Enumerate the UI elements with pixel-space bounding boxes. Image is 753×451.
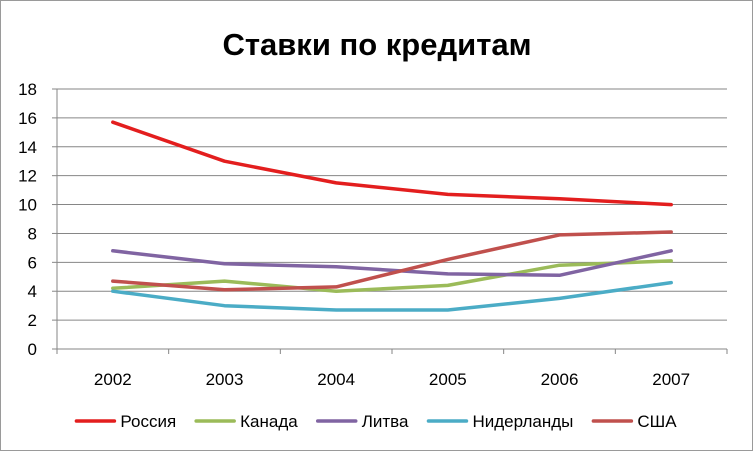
chart-title: Ставки по кредитам [222, 27, 531, 62]
y-tick-label: 18 [18, 80, 37, 99]
series-line-5 [111, 230, 673, 292]
legend-label: Канада [240, 412, 298, 431]
y-tick-label: 14 [18, 138, 37, 157]
x-tick-label: 2006 [541, 370, 579, 389]
x-tick-label: 2004 [317, 370, 355, 389]
legend-label: Литва [362, 412, 409, 431]
legend: Россия Канада Литва Нидерланды США [74, 412, 677, 431]
series-line-3 [111, 249, 673, 278]
x-tick-labels: 2002 2003 2004 2005 2006 2007 [94, 370, 690, 389]
x-tick-label: 2005 [429, 370, 467, 389]
y-tick-label: 0 [28, 340, 37, 359]
grid-lines [57, 88, 727, 321]
y-tick-labels: 0 2 4 6 8 10 12 14 16 18 [18, 80, 37, 359]
y-tick-label: 6 [28, 253, 37, 272]
x-tick-label: 2002 [94, 370, 132, 389]
y-tick-label: 12 [18, 167, 37, 186]
y-tick-label: 4 [28, 282, 37, 301]
x-tick-label: 2003 [206, 370, 244, 389]
y-tick-label: 10 [18, 196, 37, 215]
y-tick-label: 2 [28, 311, 37, 330]
series-lines [111, 120, 673, 312]
series-line-4 [111, 280, 673, 312]
series-line-1 [111, 120, 673, 207]
y-tick-label: 8 [28, 224, 37, 243]
legend-label: Россия [120, 412, 176, 431]
legend-label: США [637, 412, 677, 431]
legend-label: Нидерланды [472, 412, 573, 431]
series-line-2 [111, 259, 673, 293]
x-tick-label: 2007 [652, 370, 690, 389]
axes [52, 88, 728, 354]
y-tick-label: 16 [18, 109, 37, 128]
